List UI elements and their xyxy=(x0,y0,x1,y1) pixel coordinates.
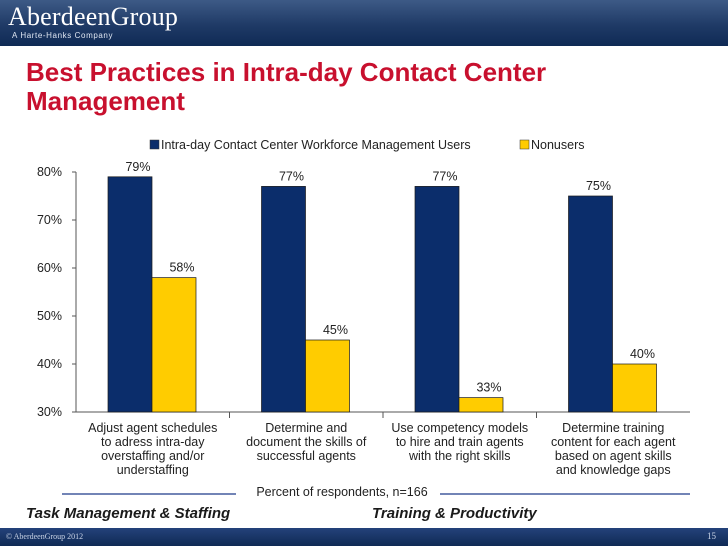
slide-title: Best Practices in Intra-day Contact Cent… xyxy=(26,57,547,116)
bar-value-label: 77% xyxy=(279,169,304,183)
bottom-bar xyxy=(0,528,728,546)
bar xyxy=(261,186,306,413)
y-tick-label: 30% xyxy=(37,405,62,419)
footer-label-task-management: Task Management & Staffing xyxy=(26,505,231,522)
bar-value-label: 40% xyxy=(630,347,655,361)
aberdeen-logo: AberdeenGroup xyxy=(8,2,179,31)
x-category-label: Determine and xyxy=(265,421,347,435)
x-category-label: to adress intra-day xyxy=(101,435,205,449)
page-number: 15 xyxy=(707,531,716,541)
legend-label: Nonusers xyxy=(531,138,585,152)
bar xyxy=(151,277,197,413)
footer-label-training: Training & Productivity xyxy=(372,505,537,522)
legend-swatch xyxy=(519,139,530,150)
copyright-text: © AberdeenGroup 2012 xyxy=(6,532,84,541)
bar xyxy=(458,397,504,413)
header-bar: AberdeenGroup A Harte-Hanks Company xyxy=(0,0,728,46)
bar-value-label: 77% xyxy=(432,169,457,183)
legend-swatch xyxy=(149,139,160,150)
x-category-label: overstaffing and/or xyxy=(101,449,204,463)
bar xyxy=(612,363,657,413)
bar xyxy=(107,176,153,413)
y-tick-label: 70% xyxy=(37,213,62,227)
x-category-label: document the skills of xyxy=(246,435,367,449)
x-category-label: content for each agent xyxy=(551,435,676,449)
bar-value-label: 75% xyxy=(586,179,611,193)
bar-chart: Intra-day Contact Center Workforce Manag… xyxy=(37,138,690,499)
logo-subtitle: A Harte-Hanks Company xyxy=(12,31,114,40)
legend-label: Intra-day Contact Center Workforce Manag… xyxy=(161,138,471,152)
bar-value-label: 33% xyxy=(476,381,501,395)
x-category-label: with the right skills xyxy=(408,449,510,463)
x-category-label: Determine training xyxy=(562,421,664,435)
bar-value-label: 79% xyxy=(125,160,150,174)
y-tick-label: 50% xyxy=(37,309,62,323)
bar-value-label: 45% xyxy=(323,323,348,337)
bar xyxy=(414,186,460,413)
x-axis-label: Percent of respondents, n=166 xyxy=(256,485,427,499)
x-category-label: understaffing xyxy=(117,463,189,477)
bar-value-label: 58% xyxy=(169,261,194,275)
y-tick-label: 60% xyxy=(37,261,62,275)
x-category-label: Use competency models xyxy=(391,421,528,435)
bar xyxy=(305,339,350,413)
y-tick-label: 80% xyxy=(37,165,62,179)
x-category-label: Adjust agent schedules xyxy=(88,421,217,435)
x-category-label: based on agent skills xyxy=(555,449,672,463)
bar xyxy=(568,195,613,413)
x-category-label: successful agents xyxy=(257,449,356,463)
y-tick-label: 40% xyxy=(37,357,62,371)
x-category-label: and knowledge gaps xyxy=(556,463,671,477)
x-category-label: to hire and train agents xyxy=(396,435,524,449)
